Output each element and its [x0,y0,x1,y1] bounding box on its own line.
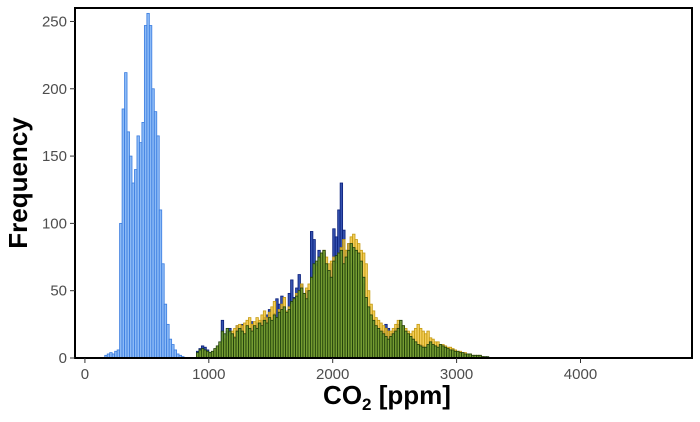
histogram-series-3 [196,243,490,359]
y-tick-label: 250 [42,13,67,30]
x-axis-ticks: 0 1000 2000 3000 4000 [81,358,597,383]
x-tick-label: 1000 [192,366,225,383]
x-tick-label: 3000 [440,366,473,383]
x-tick-label: 4000 [564,366,597,383]
y-tick-label: 200 [42,81,67,98]
y-tick-label: 50 [50,283,67,300]
histogram-series-0 [104,12,185,359]
x-axis-title-subscript: 2 [362,395,371,414]
x-axis-title-main: CO [323,380,362,410]
y-axis-title: Frequency [3,117,33,249]
plot-frame [74,7,693,359]
x-tick-label: 0 [81,366,89,383]
y-tick-label: 0 [59,350,67,367]
y-axis-ticks: 0 50 100 150 200 250 [42,13,75,367]
y-tick-label: 150 [42,148,67,165]
histogram-bars [104,12,490,359]
x-axis-title-rest: [ppm] [372,380,451,410]
x-axis-title: CO2 [ppm] [323,380,451,414]
y-tick-label: 100 [42,215,67,232]
x-tick-label: 2000 [316,366,349,383]
